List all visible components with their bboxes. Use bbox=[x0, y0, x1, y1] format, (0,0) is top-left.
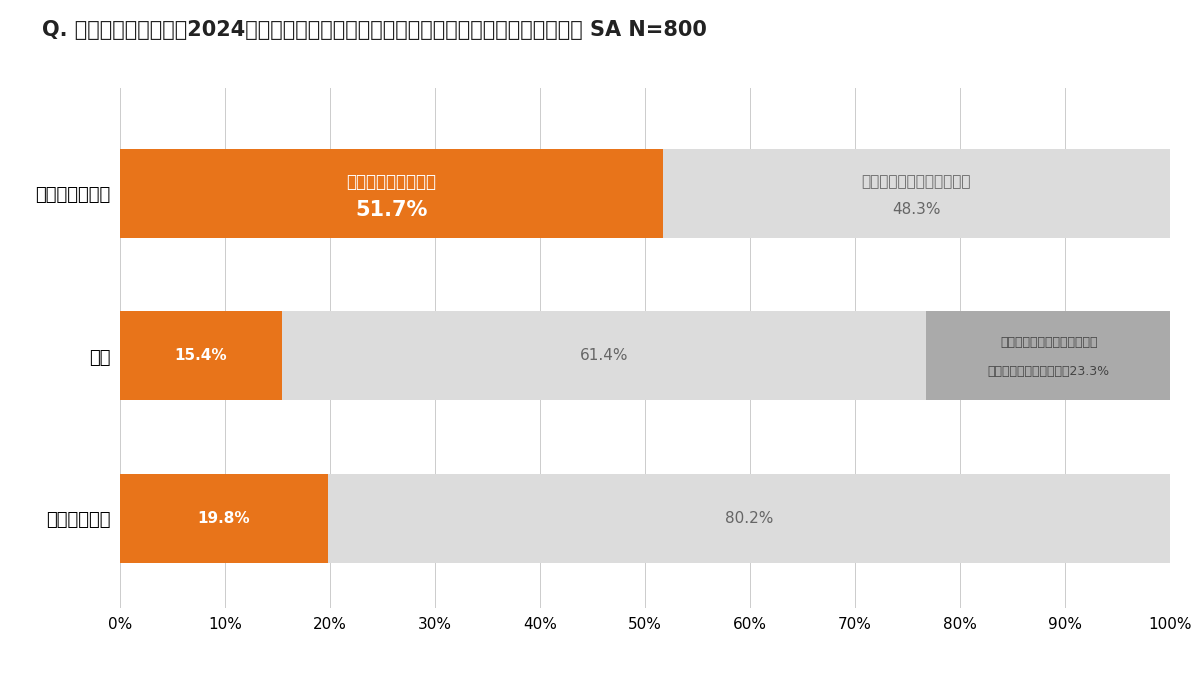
Text: 51.7%: 51.7% bbox=[355, 200, 427, 219]
Text: 見直したいと思った: 見直したいと思った bbox=[347, 173, 437, 191]
Text: 19.8%: 19.8% bbox=[198, 511, 251, 526]
Bar bbox=[120, 311, 282, 400]
Bar bbox=[120, 148, 662, 238]
Text: 48.3%: 48.3% bbox=[892, 202, 941, 217]
Bar bbox=[282, 311, 926, 400]
Bar bbox=[120, 473, 328, 563]
Text: 見直したいと思わなかった: 見直したいと思わなかった bbox=[862, 174, 971, 190]
Text: すでに十分な保険に入ってい: すでに十分な保険に入ってい bbox=[1000, 336, 1098, 349]
Text: るの見直さなくてよい　23.3%: るの見直さなくてよい 23.3% bbox=[988, 365, 1110, 379]
Text: 15.4%: 15.4% bbox=[174, 348, 227, 363]
Text: Q. 防災意識が高まった2024年で「見直したい」と思ったことについて教えてください。 SA N=800: Q. 防災意識が高まった2024年で「見直したい」と思ったことについて教えてくだ… bbox=[42, 20, 707, 40]
Text: 61.4%: 61.4% bbox=[580, 348, 629, 363]
Bar bbox=[328, 473, 1170, 563]
Bar bbox=[926, 311, 1171, 400]
Bar bbox=[662, 148, 1170, 238]
Text: 80.2%: 80.2% bbox=[725, 511, 773, 526]
